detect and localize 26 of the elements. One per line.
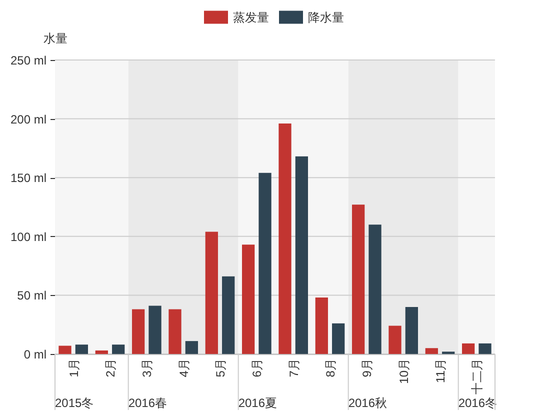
y-tick-label: 50 ml (17, 288, 46, 303)
y-tick-label: 200 ml (10, 112, 46, 126)
x-tick-label: 8月 (324, 358, 338, 378)
y-axis-title: 水量 (44, 32, 68, 46)
x-tick-label: 4月 (176, 358, 191, 378)
x-tick-label: 7月 (286, 358, 301, 378)
x-tick-label: 十二月 (470, 358, 484, 394)
band-label: 2016秋 (348, 396, 388, 410)
x-tick-label: 3月 (140, 358, 154, 378)
x-tick-label: 11月 (434, 358, 448, 383)
y-tick-label: 0 ml (24, 348, 46, 362)
x-tick-label: 6月 (250, 358, 264, 378)
x-tick-label: 5月 (214, 358, 228, 378)
band-label: 2015冬 (55, 396, 94, 410)
x-tick-label: 2月 (104, 358, 118, 378)
legend-label: 降水量 (308, 10, 344, 24)
x-tick-label: 1月 (66, 358, 81, 378)
band-label: 2016春 (128, 396, 168, 410)
y-tick-label: 250 ml (10, 54, 46, 68)
y-tick-label: 150 ml (10, 171, 46, 186)
x-tick-label: 10月 (396, 358, 411, 384)
y-tick-label: 100 ml (10, 230, 46, 244)
band-label: 2016夏 (238, 396, 278, 410)
legend-label: 蒸发量 (233, 10, 269, 24)
x-tick-label: 9月 (360, 358, 374, 378)
band-label: 2016冬 (458, 396, 498, 410)
